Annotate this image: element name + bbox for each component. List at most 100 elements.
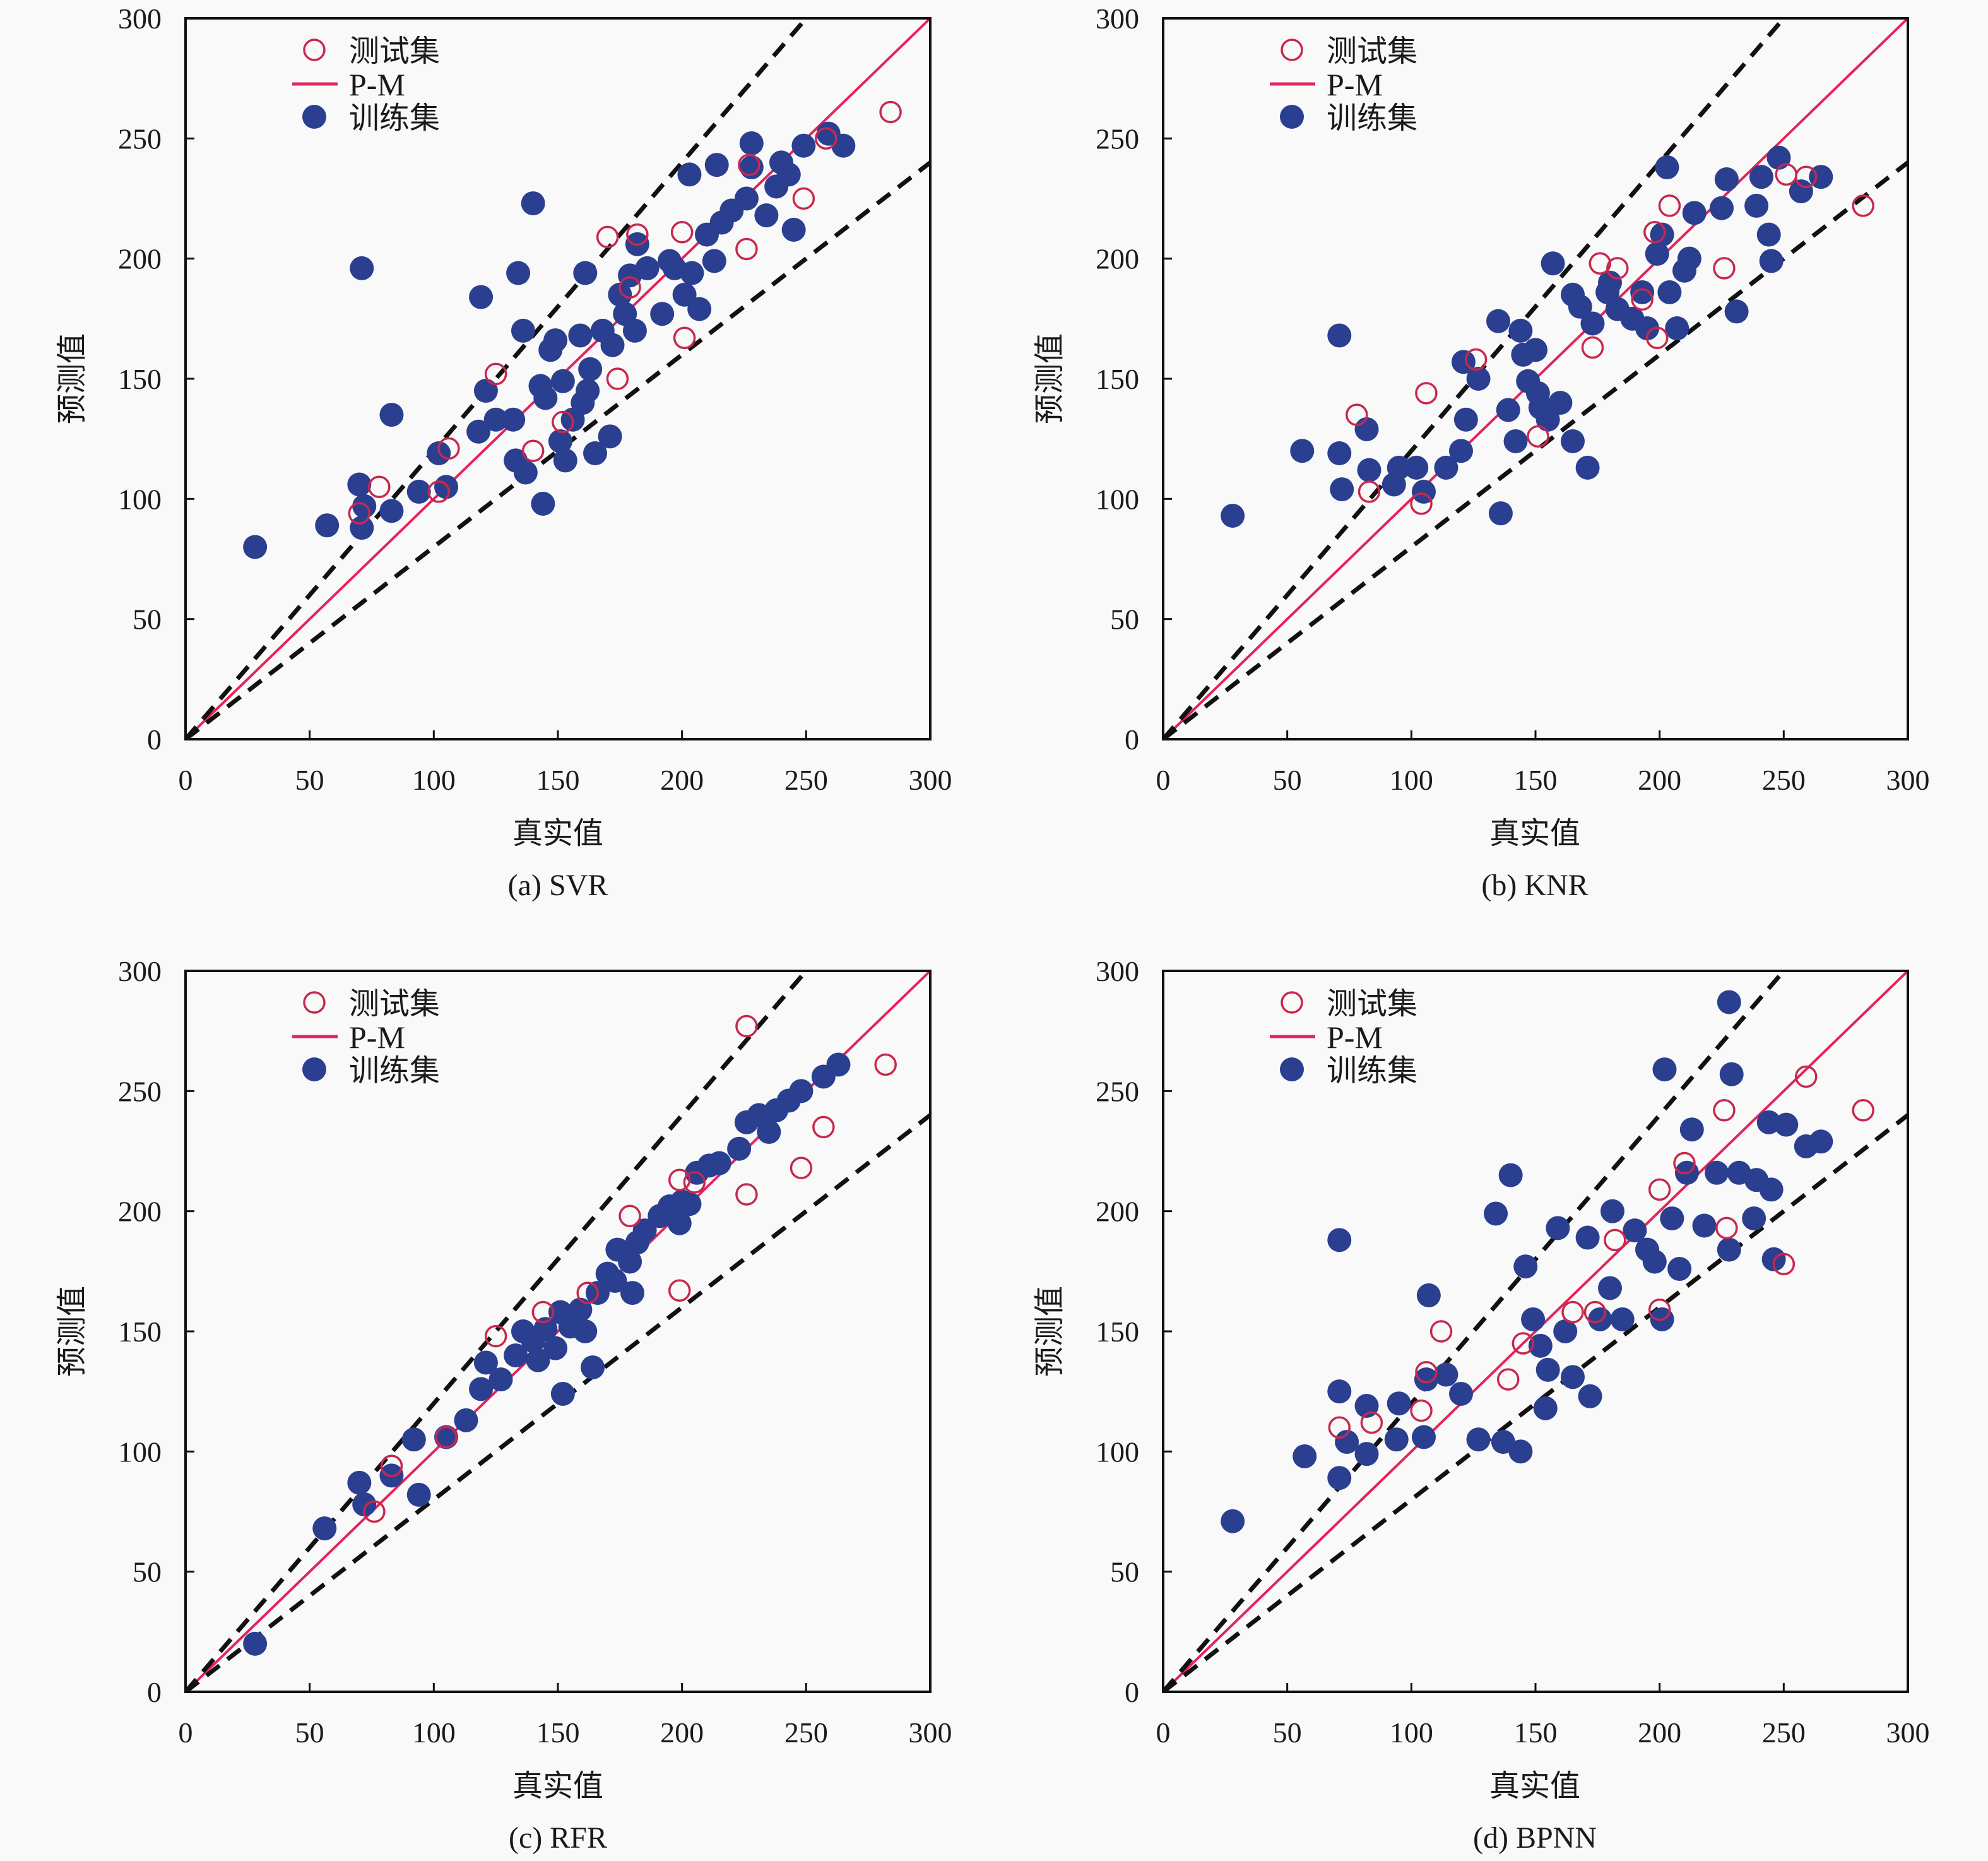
train-point [1327,1466,1352,1490]
y-axis-label: 预测值 [1032,333,1067,424]
train-point [672,282,697,307]
x-tick-label: 50 [1273,1716,1302,1749]
train-point [650,302,675,326]
train-point [1553,1319,1578,1343]
train-point [1404,455,1429,480]
y-tick-label: 50 [1110,1556,1139,1588]
test-point [1794,165,1818,188]
train-point [521,1329,545,1353]
test-point [792,187,815,210]
test-point [1410,1399,1433,1422]
test-point [1713,257,1736,280]
train-point [1717,1237,1741,1262]
test-point [668,1279,691,1302]
test-point [1358,480,1381,503]
y-tick-label: 300 [1096,3,1139,35]
train-point [583,441,607,466]
train-point [1561,429,1585,453]
train-point [1354,1442,1379,1466]
train-point [347,472,372,497]
train-point [379,499,404,523]
data-points [1221,145,1874,528]
legend-test-label: 测试集 [349,986,440,1021]
test-point [1346,403,1368,426]
train-point [702,249,726,273]
train-point [406,479,431,504]
test-point [363,1500,386,1523]
plot-area: 0 50 100 150 200 250 300 0 50 100 150 200 250 300 测试集P… [118,955,952,1749]
y-tick-label: 300 [118,955,162,987]
test-point [596,225,619,249]
train-point [1412,479,1436,504]
legend-test-marker [1281,39,1303,61]
train-point [543,328,568,353]
train-point [826,1052,851,1077]
train-point [1561,1365,1585,1389]
test-point [368,475,391,499]
error-band-line [186,160,930,739]
train-point [483,407,508,432]
train-point [1335,1430,1359,1454]
x-tick-label: 150 [536,1716,580,1749]
panel-rfr: 0 50 100 150 200 250 300 0 50 100 150 200 250 300 测试集P… [54,955,952,1855]
train-point [434,1425,458,1449]
train-point [1416,1283,1441,1307]
train-point [511,318,535,343]
train-point [1449,1381,1473,1406]
test-point [1631,288,1654,311]
test-point [683,1171,706,1194]
train-point [1496,398,1520,422]
train-point [620,1281,644,1305]
train-point [1387,1391,1411,1416]
train-point [1744,193,1769,218]
train-point [618,1249,642,1274]
train-point [590,318,615,343]
x-axis-label: 真实值 [512,1768,603,1804]
train-point [533,386,558,410]
y-tick-label: 0 [147,1676,162,1708]
legend-train-label: 训练集 [1327,100,1417,136]
train-point [315,513,340,538]
test-point [1673,1151,1696,1175]
train-point [1434,1362,1458,1387]
test-point [1583,1300,1607,1324]
train-point [1575,455,1600,480]
test-point [484,362,507,386]
x-tick-label: 250 [1762,764,1806,796]
train-point [1598,1276,1622,1300]
train-point [531,491,555,516]
legend-test-marker [303,991,326,1014]
train-point [1665,316,1689,341]
train-point [719,198,744,223]
data-points [243,1014,897,1656]
train-point [1657,280,1682,304]
plot-area: 0 50 100 150 200 250 300 0 50 100 150 200 250 300 测试集P… [118,3,952,796]
y-tick-label: 50 [1110,603,1139,636]
train-point [1484,1201,1508,1226]
train-point [550,369,575,393]
test-point [606,367,629,390]
train-point [1412,1425,1436,1449]
panel-bpnn: 0 50 100 150 200 250 300 0 50 100 150 200 250 300 测试集P… [1032,955,1930,1855]
x-tick-label: 200 [1638,1716,1681,1749]
test-point [1852,194,1874,217]
train-point [1635,316,1659,341]
y-tick-label: 200 [1096,1196,1139,1228]
train-point [352,494,377,518]
train-point [1660,1206,1684,1231]
test-point [1852,1099,1874,1122]
legend-test-label: 测试集 [1327,986,1417,1021]
test-point [1464,348,1488,371]
test-point [1360,1411,1383,1434]
x-axis-label: 真实值 [1489,816,1580,851]
train-point [781,217,806,242]
train-point [1466,1427,1491,1452]
test-point [437,437,460,460]
x-tick-label: 150 [1514,1716,1558,1749]
train-point [1330,477,1354,502]
y-tick-label: 100 [118,1436,162,1468]
train-point [1789,179,1813,204]
